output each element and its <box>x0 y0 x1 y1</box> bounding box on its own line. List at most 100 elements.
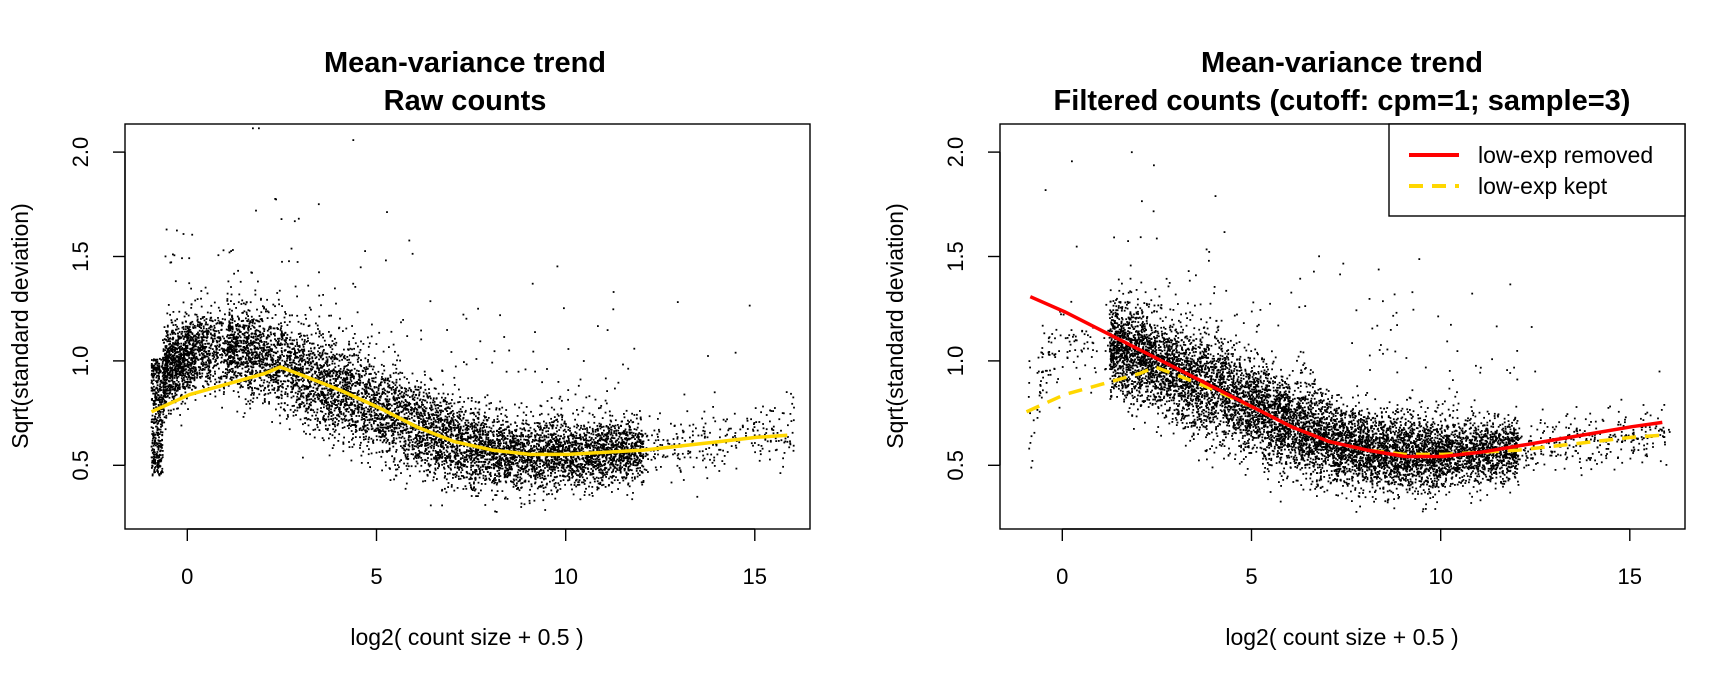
scatter-point <box>255 369 257 372</box>
scatter-point <box>560 435 562 438</box>
scatter-point <box>503 336 506 338</box>
scatter-point <box>321 351 324 354</box>
scatter-point <box>180 369 183 371</box>
scatter-point <box>427 463 430 466</box>
scatter-point <box>237 362 240 365</box>
scatter-point <box>499 314 501 317</box>
scatter-point <box>464 464 466 466</box>
scatter-point <box>423 370 426 373</box>
scatter-point <box>442 442 445 445</box>
scatter-point <box>156 445 159 448</box>
scatter-point <box>150 366 153 369</box>
scatter-point <box>286 337 288 340</box>
scatter-point <box>202 331 205 333</box>
scatter-point <box>236 363 239 366</box>
scatter-point <box>592 433 595 436</box>
scatter-point <box>367 438 370 441</box>
scatter-point <box>310 390 313 392</box>
scatter-point <box>430 413 433 416</box>
scatter-point <box>166 366 169 369</box>
scatter-point <box>615 460 618 462</box>
scatter-point <box>681 429 684 432</box>
scatter-point <box>341 427 344 429</box>
scatter-point <box>202 386 205 389</box>
scatter-point <box>457 436 460 439</box>
scatter-point <box>598 439 601 441</box>
scatter-point <box>209 370 212 372</box>
scatter-point <box>257 338 260 341</box>
scatter-point <box>411 446 414 448</box>
scatter-point <box>165 359 168 361</box>
scatter-point <box>308 381 310 383</box>
scatter-point <box>546 368 548 370</box>
scatter-point <box>594 478 596 480</box>
scatter-point <box>447 466 450 469</box>
scatter-point <box>273 378 276 381</box>
scatter-point <box>448 429 450 431</box>
scatter-point <box>553 483 556 485</box>
scatter-point <box>657 418 659 420</box>
scatter-point <box>523 503 526 506</box>
scatter-point <box>498 464 501 467</box>
scatter-point <box>239 280 242 283</box>
scatter-point <box>338 408 340 410</box>
scatter-point <box>220 356 223 359</box>
scatter-point <box>629 437 632 440</box>
scatter-point <box>550 440 552 442</box>
scatter-point <box>193 379 196 382</box>
scatter-point <box>414 445 416 448</box>
scatter-point <box>181 385 184 388</box>
scatter-point <box>374 402 377 405</box>
scatter-point <box>441 446 443 448</box>
scatter-point <box>556 475 558 478</box>
scatter-point <box>393 427 395 429</box>
scatter-point <box>471 449 473 452</box>
scatter-point <box>181 326 184 329</box>
scatter-point <box>255 319 257 322</box>
scatter-point <box>166 312 169 315</box>
scatter-point <box>343 348 345 351</box>
scatter-point <box>607 426 610 428</box>
scatter-point <box>372 440 374 443</box>
scatter-point <box>333 354 336 357</box>
scatter-point <box>389 374 392 377</box>
scatter-point <box>234 370 237 373</box>
scatter-point <box>395 450 397 453</box>
scatter-point <box>354 407 357 410</box>
scatter-point <box>584 466 587 469</box>
scatter-point <box>198 333 200 336</box>
scatter-point <box>544 457 547 459</box>
scatter-point <box>289 408 292 411</box>
scatter-point <box>472 464 475 467</box>
scatter-point <box>225 342 227 345</box>
scatter-point <box>622 363 624 366</box>
scatter-point <box>610 436 613 439</box>
scatter-point <box>655 469 658 471</box>
scatter-point <box>291 391 293 393</box>
scatter-point <box>409 389 412 391</box>
scatter-point <box>293 339 295 342</box>
scatter-point <box>385 437 388 440</box>
scatter-point <box>497 445 500 448</box>
scatter-point <box>672 438 675 440</box>
scatter-point <box>174 280 177 283</box>
scatter-point <box>439 419 442 421</box>
scatter-point <box>475 415 477 418</box>
scatter-point <box>225 328 228 331</box>
scatter-point <box>263 328 266 331</box>
scatter-point <box>688 424 691 427</box>
scatter-point <box>451 449 453 452</box>
scatter-point <box>597 458 600 461</box>
scatter-point <box>485 423 487 426</box>
scatter-point <box>502 419 504 422</box>
scatter-point <box>446 472 449 475</box>
scatter-point <box>163 403 166 405</box>
scatter-point <box>418 394 420 397</box>
scatter-point <box>533 428 536 431</box>
scatter-point <box>383 426 386 429</box>
scatter-point <box>310 333 313 336</box>
scatter-point <box>162 341 165 344</box>
scatter-point <box>556 430 558 433</box>
scatter-point <box>222 393 225 395</box>
scatter-point <box>159 410 162 413</box>
